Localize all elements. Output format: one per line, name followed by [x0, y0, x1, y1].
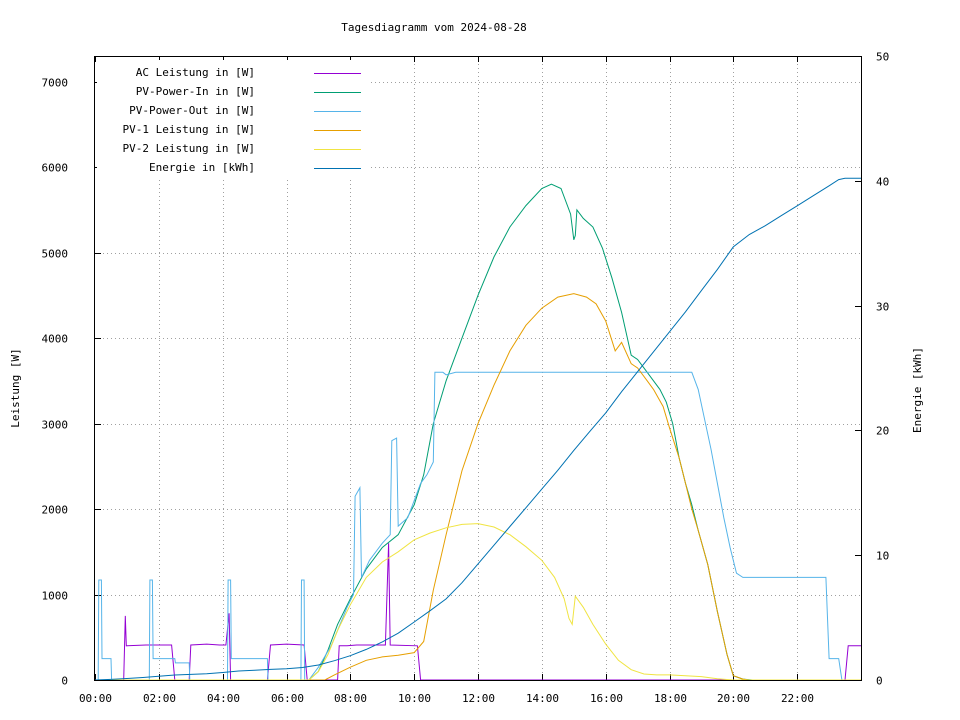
y-tick-label: 6000 — [42, 162, 69, 175]
chart-title: Tagesdiagramm vom 2024-08-28 — [341, 21, 526, 34]
series-line-6 — [94, 177, 861, 681]
plot-frame — [94, 56, 862, 681]
y2-tick-label: 0 — [876, 675, 883, 688]
y-tick-label: 2000 — [42, 504, 69, 517]
series-line-2 — [95, 183, 861, 681]
x-tick-label: 02:00 — [143, 692, 176, 705]
series-line-5 — [95, 523, 861, 681]
legend-label: PV-1 Leistung in [W] — [123, 123, 255, 136]
x-tick-label: 00:00 — [79, 692, 112, 705]
y2-tick-label: 20 — [876, 425, 889, 438]
y2-tick-label: 50 — [876, 51, 889, 64]
y2-tick-label: 10 — [876, 550, 889, 563]
plot-series — [94, 177, 861, 681]
x-tick-label: 06:00 — [271, 692, 304, 705]
y-tick-label: 1000 — [42, 590, 69, 603]
legend-label: AC Leistung in [W] — [136, 66, 255, 79]
x-tick-label: 08:00 — [334, 692, 367, 705]
y-tick-label: 0 — [61, 675, 68, 688]
legend-label: PV-2 Leistung in [W] — [123, 142, 255, 155]
x-tick-label: 22:00 — [781, 692, 814, 705]
legend-background — [97, 60, 369, 178]
series-line-3 — [95, 371, 861, 681]
legend-label: Energie in [kWh] — [149, 161, 255, 174]
x-tick-label: 12:00 — [462, 692, 495, 705]
x-tick-label: 04:00 — [207, 692, 240, 705]
y2-tick-label: 40 — [876, 176, 889, 189]
x-tick-label: 20:00 — [717, 692, 750, 705]
y2-axis-label: Energie [kWh] — [911, 347, 924, 433]
y-tick-label: 4000 — [42, 333, 69, 346]
y-tick-label: 7000 — [42, 77, 69, 90]
y-axis-label: Leistung [W] — [9, 348, 22, 427]
legend-label: PV-Power-Out in [W] — [129, 104, 255, 117]
series-line-1 — [99, 543, 861, 681]
series-line-4 — [95, 293, 861, 681]
x-tick-label: 10:00 — [398, 692, 431, 705]
axis-ticks: 00:00 02:00 04:00 06:00 08:00 10:00 12:00 14:00… — [42, 51, 890, 706]
y2-tick-label: 30 — [876, 301, 889, 314]
x-tick-label: 16:00 — [590, 692, 623, 705]
y-tick-label: 3000 — [42, 419, 69, 432]
y-tick-label: 5000 — [42, 248, 69, 261]
x-tick-label: 14:00 — [526, 692, 559, 705]
legend: AC Leistung in [W] PV-Power-In in [W] PV-P… — [97, 60, 369, 178]
legend-label: PV-Power-In in [W] — [136, 85, 255, 98]
x-tick-label: 18:00 — [654, 692, 687, 705]
